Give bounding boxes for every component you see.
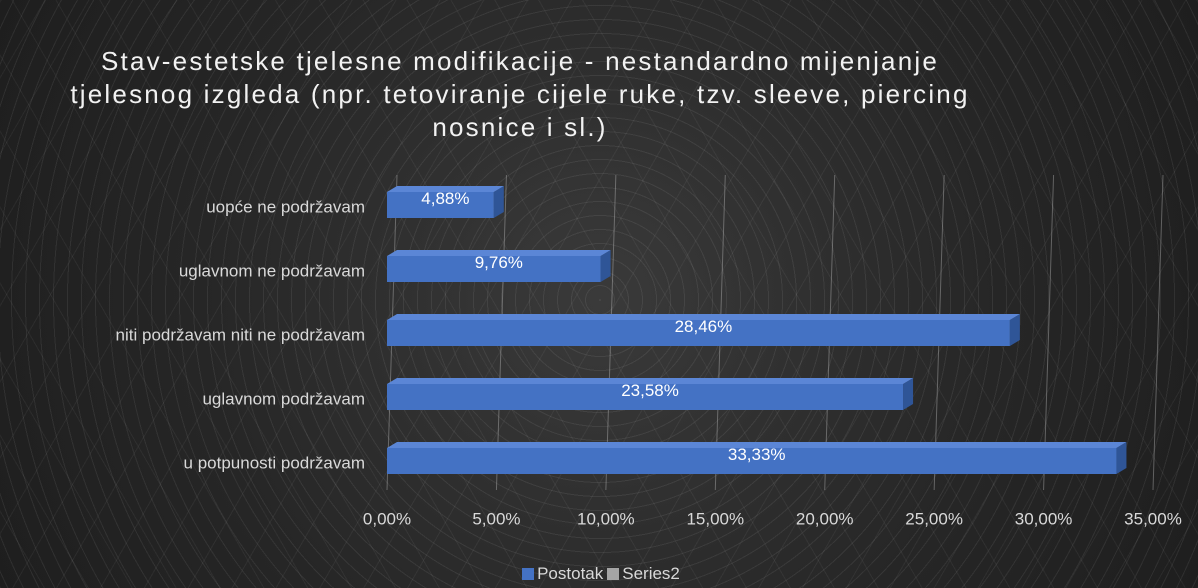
- bar: [387, 192, 494, 218]
- bar: [387, 256, 601, 282]
- bar-side: [1116, 442, 1127, 474]
- legend: Postotak Series2: [0, 564, 1198, 584]
- bar-top: [387, 250, 611, 256]
- bar-top: [387, 314, 1020, 320]
- x-tick-label: 0,00%: [363, 509, 411, 528]
- x-tick-label: 10,00%: [577, 509, 635, 528]
- legend-swatch: [522, 568, 535, 580]
- bar-side: [1009, 314, 1020, 346]
- bar-side: [600, 250, 611, 282]
- x-tick-label: 25,00%: [905, 509, 963, 528]
- data-label: 9,76%: [475, 253, 523, 272]
- bar-top: [387, 442, 1127, 448]
- data-label: 28,46%: [675, 317, 733, 336]
- grid-line: [1043, 174, 1055, 491]
- legend-swatch: [607, 568, 620, 580]
- x-tick-label: 20,00%: [796, 509, 854, 528]
- bar-top: [387, 186, 504, 192]
- legend-label: Postotak: [537, 564, 604, 583]
- bar-side: [903, 378, 914, 410]
- bar-top: [387, 378, 914, 384]
- data-label: 4,88%: [421, 189, 469, 208]
- data-label: 33,33%: [728, 445, 786, 464]
- y-tick-label: niti podržavam niti ne podržavam: [116, 325, 365, 344]
- bar: [387, 384, 904, 410]
- y-tick-label: uopće ne podržavam: [206, 197, 365, 216]
- bar-side: [493, 186, 504, 218]
- grid-line: [1152, 174, 1164, 491]
- x-tick-label: 5,00%: [472, 509, 520, 528]
- legend-label: Series2: [622, 564, 680, 583]
- bar: [387, 320, 1010, 346]
- x-tick-label: 35,00%: [1124, 509, 1182, 528]
- data-label: 23,58%: [621, 381, 679, 400]
- x-tick-label: 15,00%: [686, 509, 744, 528]
- bar: [387, 448, 1117, 474]
- chart-title: Stav-estetske tjelesne modifikacije - ne…: [70, 46, 970, 142]
- x-tick-label: 30,00%: [1015, 509, 1073, 528]
- y-tick-label: u potpunosti podržavam: [184, 453, 365, 472]
- y-tick-label: uglavnom podržavam: [202, 389, 365, 408]
- y-tick-label: uglavnom ne podržavam: [179, 261, 365, 280]
